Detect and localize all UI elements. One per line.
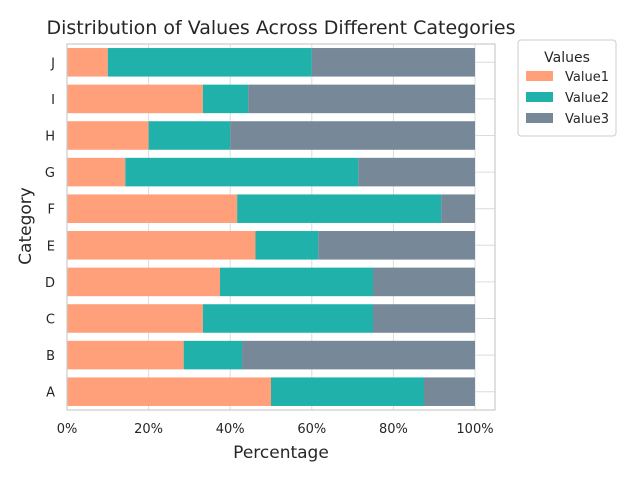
bar-segment — [373, 304, 475, 333]
x-tick-label: 100% — [456, 422, 493, 437]
legend-items: Value1 Value2 Value3 — [526, 70, 609, 127]
x-tick-label: 0% — [57, 422, 78, 437]
bar-segment — [67, 304, 203, 333]
y-tick-label: G — [45, 166, 55, 181]
y-tick-label: C — [46, 313, 55, 328]
bar-segment — [242, 340, 475, 370]
y-tick-label: I — [51, 93, 55, 108]
y-tick-label: D — [45, 276, 55, 291]
bar-segment — [183, 340, 243, 370]
bar-segment — [148, 121, 231, 150]
legend: Values Value1 Value2 Value3 — [517, 39, 617, 137]
plot-frame — [66, 43, 496, 411]
y-tick-label: A — [46, 386, 55, 401]
bar-segment — [230, 121, 475, 150]
legend-title: Values — [544, 50, 590, 66]
bar-segment — [318, 231, 475, 260]
bar-segment — [311, 48, 475, 77]
bar-segment — [220, 267, 373, 297]
x-tick-label: 40% — [216, 422, 245, 437]
legend-swatch — [526, 113, 553, 123]
x-tick-label: 60% — [297, 422, 326, 437]
bar-segment — [373, 267, 475, 297]
y-tick-label: J — [50, 56, 55, 71]
y-tick-label: E — [47, 239, 55, 254]
bar-segment — [67, 267, 220, 297]
bar-segment — [67, 194, 238, 223]
bars — [67, 48, 475, 406]
y-tick-labels: A B C D E F G H I J — [45, 56, 55, 400]
y-axis-label: Category — [16, 187, 36, 265]
bar-segment — [67, 377, 271, 406]
bar-segment — [271, 377, 424, 406]
bar-segment — [248, 84, 475, 114]
chart-title: Distribution of Values Across Different … — [46, 17, 515, 39]
legend-swatch — [526, 71, 553, 81]
y-tick-label: F — [48, 203, 55, 218]
legend-label: Value2 — [565, 91, 609, 106]
y-tick-label: B — [46, 349, 55, 364]
legend-label: Value3 — [565, 112, 609, 127]
bar-segment — [107, 48, 312, 77]
x-tick-labels: 0% 20% 40% 60% 80% 100% — [57, 422, 494, 437]
bar-segment — [202, 304, 373, 333]
x-tick-label: 20% — [134, 422, 163, 437]
bar-segment — [441, 194, 475, 223]
bar-segment — [67, 340, 184, 370]
y-tick-label: H — [45, 130, 55, 145]
legend-frame — [517, 39, 617, 137]
bar-segment — [125, 157, 359, 187]
legend-swatch — [526, 92, 553, 102]
bar-segment — [255, 231, 319, 260]
bar-segment — [202, 84, 249, 114]
bar-segment — [67, 48, 108, 77]
legend-label: Value1 — [565, 70, 609, 85]
bar-segment — [67, 121, 149, 150]
bar-segment — [67, 231, 256, 260]
x-axis-label: Percentage — [233, 443, 329, 463]
bar-segment — [358, 157, 475, 187]
bar-segment — [67, 84, 203, 114]
x-tick-label: 80% — [379, 422, 408, 437]
bar-segment — [424, 377, 475, 406]
bar-segment — [237, 194, 442, 223]
bar-segment — [67, 157, 126, 187]
